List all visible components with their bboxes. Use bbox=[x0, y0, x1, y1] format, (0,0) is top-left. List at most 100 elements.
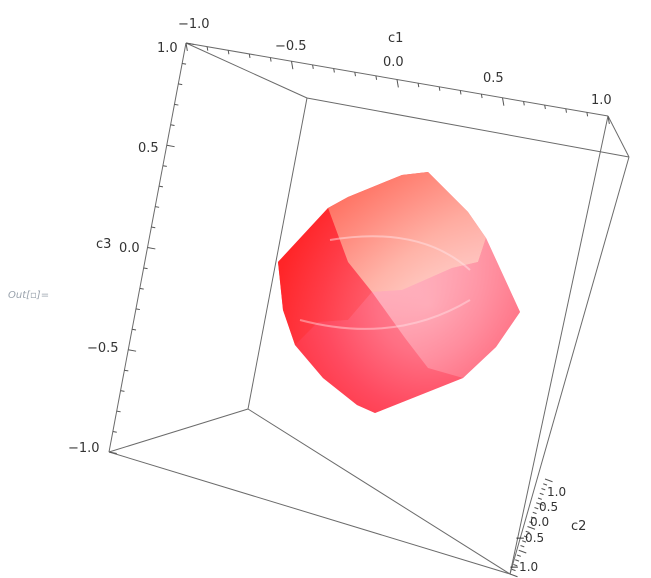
c3-tick bbox=[174, 103, 179, 106]
solid-surface bbox=[278, 172, 520, 413]
box-edge bbox=[306, 97, 630, 158]
box-edge bbox=[247, 408, 511, 575]
c3-tick bbox=[178, 83, 183, 86]
box-edge bbox=[509, 156, 630, 575]
c2-tick bbox=[539, 492, 544, 496]
c3-tick bbox=[182, 62, 187, 65]
c2-tick-label: 0.5 bbox=[539, 500, 558, 514]
c1-tick bbox=[375, 75, 378, 80]
c2-tick bbox=[518, 549, 527, 554]
box-edge bbox=[108, 408, 249, 453]
c3-tick-label: 0.5 bbox=[138, 141, 159, 156]
c3-tick bbox=[143, 267, 148, 270]
c2-tick-label: −1.0 bbox=[509, 560, 538, 574]
c3-tick-label: 0.0 bbox=[119, 241, 140, 256]
c1-tick bbox=[227, 50, 230, 55]
solid-left-face bbox=[278, 208, 372, 345]
c2-tick bbox=[541, 488, 546, 491]
c2-tick bbox=[513, 564, 518, 567]
c3-tick bbox=[128, 349, 137, 352]
c1-tick bbox=[459, 90, 462, 95]
c2-tick bbox=[523, 535, 528, 538]
c2-tick bbox=[527, 526, 536, 530]
solid-top-face bbox=[328, 172, 486, 292]
c3-tick bbox=[108, 451, 117, 454]
c1-tick-labels: −1.0 −0.5 0.0 0.5 1.0 bbox=[178, 17, 612, 108]
c3-tick bbox=[185, 42, 194, 45]
c3-tick bbox=[147, 247, 156, 250]
c1-tick bbox=[480, 94, 483, 99]
c2-tick bbox=[536, 502, 544, 506]
c2-tick bbox=[544, 478, 553, 483]
solid-right-face bbox=[372, 238, 520, 378]
c3-tick bbox=[151, 226, 156, 229]
c1-tick bbox=[291, 61, 294, 70]
box-edge bbox=[108, 451, 511, 575]
c1-tick bbox=[417, 83, 420, 88]
c1-tick bbox=[607, 115, 610, 125]
box-edge bbox=[509, 115, 609, 575]
solid-bottom-face bbox=[295, 292, 463, 413]
c2-tick bbox=[515, 559, 520, 562]
c2-tick bbox=[511, 568, 516, 572]
c3-tick bbox=[158, 185, 164, 188]
c1-tick bbox=[206, 46, 209, 51]
c3-tick bbox=[135, 308, 140, 311]
c1-tick-label: 1.0 bbox=[591, 93, 612, 108]
c3-tick bbox=[139, 287, 144, 290]
c3-tick bbox=[132, 328, 137, 331]
c3-tick bbox=[116, 410, 121, 413]
solid-highlight-arc bbox=[329, 235, 471, 271]
c2-tick bbox=[520, 545, 525, 548]
c3-tick bbox=[162, 165, 167, 167]
c1-tick-label: 0.5 bbox=[483, 71, 504, 86]
c3-tick bbox=[124, 369, 129, 372]
c1-tick bbox=[565, 108, 567, 113]
c3-tick-label: 1.0 bbox=[157, 41, 178, 56]
c1-tick bbox=[354, 72, 356, 77]
c3-tick bbox=[120, 390, 125, 392]
c3-tick bbox=[112, 431, 117, 433]
c2-tick bbox=[525, 530, 530, 534]
c1-tick bbox=[502, 97, 505, 106]
c2-tick-label: 1.0 bbox=[547, 485, 566, 499]
c2-tick bbox=[509, 573, 518, 578]
c1-tick bbox=[333, 68, 335, 73]
box-edge bbox=[247, 97, 308, 410]
solid-highlight-arc bbox=[299, 299, 471, 330]
c1-tick bbox=[523, 101, 525, 106]
c2-tick bbox=[532, 511, 537, 515]
c3-tick bbox=[155, 206, 160, 208]
c2-tick-label: 0.0 bbox=[530, 515, 549, 529]
c1-tick bbox=[185, 42, 188, 52]
c1-tick bbox=[248, 53, 251, 58]
c2-tick bbox=[529, 521, 534, 524]
c2-tick bbox=[530, 516, 535, 519]
c2-tick bbox=[516, 554, 521, 557]
box-edge bbox=[607, 115, 630, 158]
c3-axis-label: c3 bbox=[96, 237, 111, 252]
c1-tick-label: 0.0 bbox=[383, 55, 404, 70]
c1-tick bbox=[269, 57, 272, 62]
out-prompt: Out[▫]= bbox=[8, 290, 50, 301]
box-edge bbox=[185, 42, 308, 99]
c2-tick bbox=[537, 497, 542, 500]
c2-axis-label: c2 bbox=[571, 519, 586, 534]
c2-tick-label: −0.5 bbox=[515, 531, 544, 545]
c1-tick-label: −0.5 bbox=[275, 39, 307, 54]
c3-tick bbox=[166, 144, 175, 148]
c2-tick-labels: 1.0 0.5 0.0 −0.5 −1.0 bbox=[509, 485, 566, 574]
c3-tick bbox=[170, 124, 175, 127]
tick-marks bbox=[108, 42, 610, 578]
c1-tick bbox=[438, 86, 441, 91]
c2-tick bbox=[534, 507, 539, 510]
c3-tick-label: −0.5 bbox=[87, 341, 119, 356]
c2-tick bbox=[543, 483, 548, 486]
c1-tick-label: −1.0 bbox=[178, 17, 210, 32]
c3-tick-labels: 1.0 0.5 0.0 −0.5 −1.0 bbox=[68, 41, 178, 456]
c1-tick bbox=[312, 64, 314, 69]
c1-tick bbox=[586, 112, 589, 117]
c3-tick-label: −1.0 bbox=[68, 441, 100, 456]
